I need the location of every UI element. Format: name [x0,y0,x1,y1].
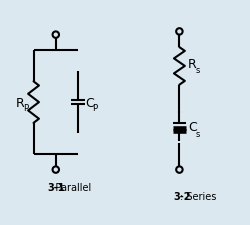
Text: s: s [196,66,200,75]
Circle shape [176,29,182,36]
Circle shape [52,167,59,173]
Text: C: C [85,96,94,109]
Circle shape [176,167,182,173]
Text: 3-1: 3-1 [47,183,64,193]
Text: P: P [23,104,28,112]
Text: 3-2: 3-2 [173,191,190,201]
Text: s: s [196,129,200,138]
Text: : Parallel: : Parallel [49,183,91,193]
Text: : Series: : Series [180,191,217,201]
Text: R: R [16,96,24,109]
Text: R: R [188,58,196,71]
Circle shape [52,32,59,39]
Text: C: C [188,121,196,134]
Text: P: P [92,104,98,112]
